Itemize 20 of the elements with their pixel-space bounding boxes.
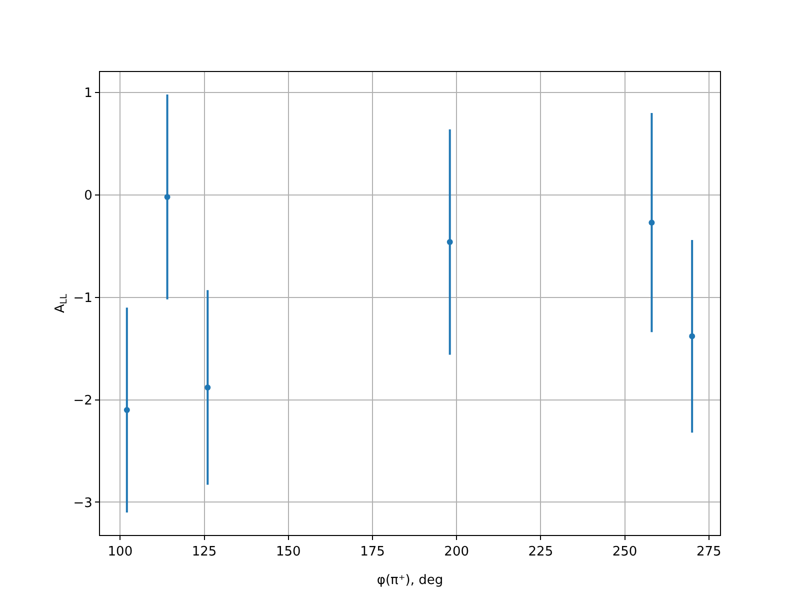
x-tick-label: 275 — [696, 544, 722, 560]
y-tick-label: 0 — [84, 188, 92, 204]
y-tick-label: 1 — [84, 86, 92, 102]
x-tick-label: 150 — [276, 544, 301, 560]
point — [164, 194, 170, 200]
point — [648, 220, 655, 226]
x-axis-title: φ(π⁺), deg — [376, 573, 444, 588]
y-tick-label: −3 — [73, 496, 92, 511]
point — [204, 384, 211, 390]
x-tick-label: 200 — [444, 544, 470, 560]
x-tick-label: 175 — [360, 544, 385, 560]
x-tick-label: 250 — [612, 544, 638, 560]
point — [124, 407, 130, 414]
x-tick-label: 125 — [192, 544, 217, 560]
point — [446, 239, 453, 246]
point — [689, 333, 696, 340]
y-tick-label: −1 — [73, 290, 92, 306]
x-tick-label: 100 — [108, 544, 133, 560]
y-tick-label: −2 — [73, 393, 92, 408]
x-tick-label: 225 — [528, 544, 554, 560]
